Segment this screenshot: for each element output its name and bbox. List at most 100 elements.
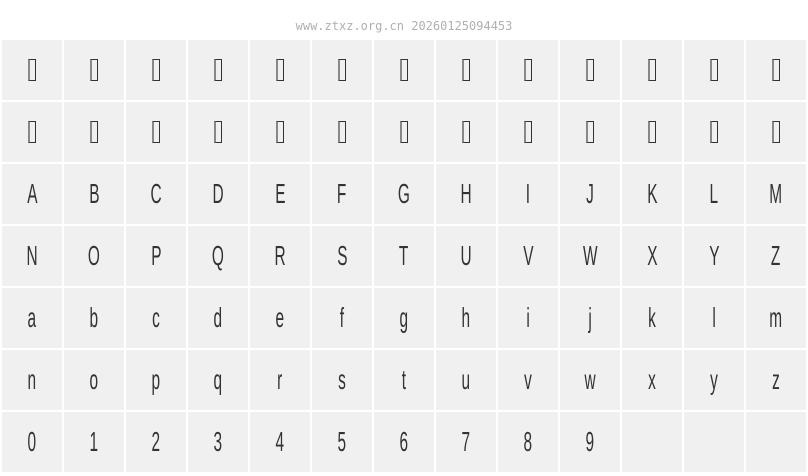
- glyph-cell: H: [436, 164, 496, 224]
- glyph: Q: [212, 240, 224, 271]
- glyph: 8: [523, 426, 533, 457]
- glyph: h: [461, 302, 471, 333]
- glyph: A: [26, 178, 38, 209]
- missing-glyph-icon: [276, 59, 284, 81]
- glyph: x: [648, 364, 656, 395]
- missing-glyph-icon: [462, 59, 470, 81]
- missing-glyph-icon: [152, 121, 160, 143]
- glyph-cell: v: [498, 350, 558, 410]
- glyph-cell-missing: [746, 102, 806, 162]
- glyph: j: [588, 302, 592, 333]
- glyph: p: [151, 364, 161, 395]
- glyph-cell: S: [312, 226, 372, 286]
- glyph-cell: 9: [560, 412, 620, 472]
- glyph-cell: I: [498, 164, 558, 224]
- glyph: 2: [151, 426, 161, 457]
- glyph-cell-missing: [188, 102, 248, 162]
- glyph-cell: 3: [188, 412, 248, 472]
- glyph-cell: K: [622, 164, 682, 224]
- glyph-cell: k: [622, 288, 682, 348]
- glyph: M: [769, 178, 783, 209]
- glyph: K: [646, 178, 658, 209]
- glyph-cell: Y: [684, 226, 744, 286]
- glyph: m: [769, 302, 783, 333]
- glyph-cell: e: [250, 288, 310, 348]
- glyph-cell-missing: [498, 102, 558, 162]
- glyph: c: [152, 302, 160, 333]
- glyph-cell: d: [188, 288, 248, 348]
- glyph: Z: [771, 240, 781, 271]
- glyph: 9: [585, 426, 595, 457]
- missing-glyph-icon: [648, 121, 656, 143]
- glyph-cell-missing: [374, 102, 434, 162]
- missing-glyph-icon: [772, 59, 780, 81]
- glyph-cell: 7: [436, 412, 496, 472]
- missing-glyph-icon: [28, 59, 36, 81]
- glyph-cell: f: [312, 288, 372, 348]
- glyph: 6: [399, 426, 409, 457]
- missing-glyph-icon: [586, 121, 594, 143]
- glyph: v: [524, 364, 532, 395]
- glyph-cell-missing: [250, 102, 310, 162]
- glyph-cell: u: [436, 350, 496, 410]
- glyph-cell: L: [684, 164, 744, 224]
- glyph-cell-missing: [622, 102, 682, 162]
- glyph: 1: [89, 426, 99, 457]
- glyph-cell-missing: [374, 40, 434, 100]
- glyph-cell: Z: [746, 226, 806, 286]
- glyph: H: [460, 178, 472, 209]
- glyph: N: [26, 240, 38, 271]
- glyph-cell: c: [126, 288, 186, 348]
- glyph-cell-missing: [126, 102, 186, 162]
- glyph-cell: y: [684, 350, 744, 410]
- glyph-cell-missing: [2, 102, 62, 162]
- missing-glyph-icon: [338, 59, 346, 81]
- glyph-cell: J: [560, 164, 620, 224]
- glyph: s: [338, 364, 346, 395]
- glyph-cell: z: [746, 350, 806, 410]
- glyph: a: [27, 302, 37, 333]
- glyph: g: [399, 302, 409, 333]
- glyph: I: [525, 178, 531, 209]
- glyph-cell-missing: [64, 40, 124, 100]
- glyph: S: [336, 240, 348, 271]
- glyph-cell-missing: [436, 102, 496, 162]
- glyph: w: [584, 364, 596, 395]
- glyph: P: [150, 240, 162, 271]
- glyph-cell: b: [64, 288, 124, 348]
- glyph-cell-missing: [560, 40, 620, 100]
- glyph: t: [401, 364, 407, 395]
- glyph: C: [150, 178, 162, 209]
- glyph: F: [337, 178, 347, 209]
- glyph-cell-missing: [746, 40, 806, 100]
- glyph-cell-missing: [312, 40, 372, 100]
- glyph: f: [339, 302, 345, 333]
- missing-glyph-icon: [400, 59, 408, 81]
- glyph: G: [398, 178, 410, 209]
- glyph-cell: O: [64, 226, 124, 286]
- glyph: l: [712, 302, 716, 333]
- missing-glyph-icon: [524, 121, 532, 143]
- glyph-cell: p: [126, 350, 186, 410]
- glyph-cell: B: [64, 164, 124, 224]
- glyph: 5: [337, 426, 347, 457]
- missing-glyph-icon: [90, 121, 98, 143]
- glyph-cell: 6: [374, 412, 434, 472]
- glyph-cell: 0: [2, 412, 62, 472]
- glyph: X: [646, 240, 658, 271]
- glyph: 4: [275, 426, 285, 457]
- glyph: e: [275, 302, 285, 333]
- glyph-cell: P: [126, 226, 186, 286]
- glyph-cell: Q: [188, 226, 248, 286]
- glyph-cell: V: [498, 226, 558, 286]
- glyph-cell: 1: [64, 412, 124, 472]
- glyph-cell: i: [498, 288, 558, 348]
- glyph: B: [88, 178, 100, 209]
- glyph-cell-missing: [560, 102, 620, 162]
- glyph: W: [582, 240, 598, 271]
- glyph-cell: G: [374, 164, 434, 224]
- glyph: V: [522, 240, 534, 271]
- glyph-cell: s: [312, 350, 372, 410]
- glyph: 0: [27, 426, 37, 457]
- glyph-cell: j: [560, 288, 620, 348]
